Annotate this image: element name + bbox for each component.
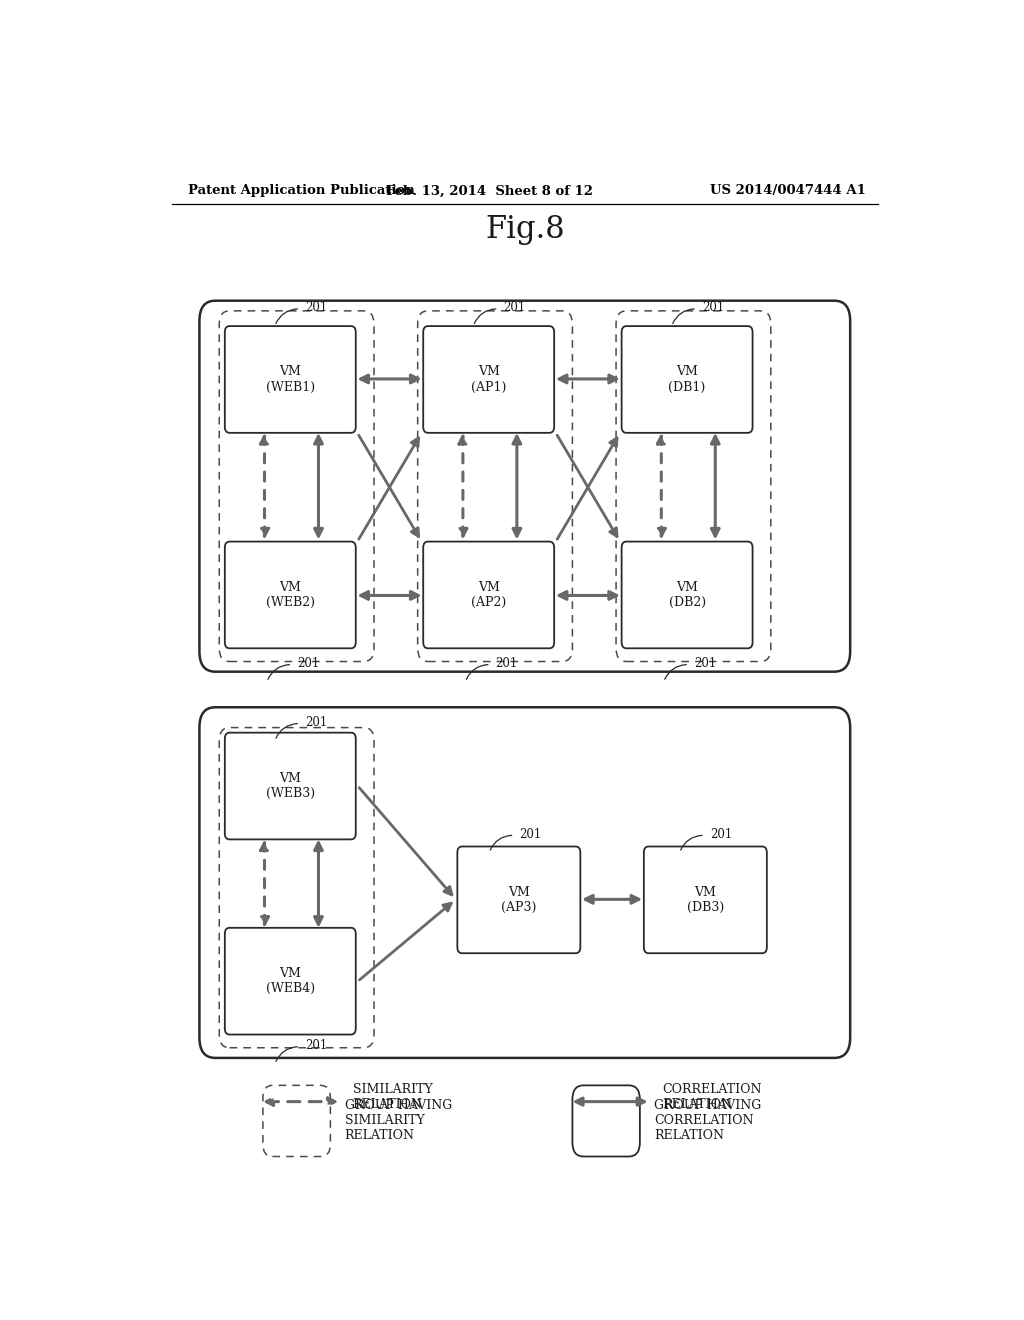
Text: GROUP HAVING
SIMILARITY
RELATION: GROUP HAVING SIMILARITY RELATION bbox=[345, 1100, 452, 1142]
FancyBboxPatch shape bbox=[225, 326, 355, 433]
Text: 201: 201 bbox=[305, 301, 328, 314]
FancyBboxPatch shape bbox=[622, 326, 753, 433]
Text: Feb. 13, 2014  Sheet 8 of 12: Feb. 13, 2014 Sheet 8 of 12 bbox=[386, 185, 593, 198]
Text: 201: 201 bbox=[519, 828, 542, 841]
Text: 201: 201 bbox=[496, 657, 518, 671]
Text: VM
(WEB1): VM (WEB1) bbox=[266, 366, 314, 393]
Text: VM
(DB1): VM (DB1) bbox=[669, 366, 706, 393]
Text: VM
(AP3): VM (AP3) bbox=[501, 886, 537, 913]
Text: 201: 201 bbox=[504, 301, 525, 314]
FancyBboxPatch shape bbox=[622, 541, 753, 648]
FancyBboxPatch shape bbox=[200, 301, 850, 672]
FancyBboxPatch shape bbox=[225, 733, 355, 840]
FancyBboxPatch shape bbox=[572, 1085, 640, 1156]
Text: 201: 201 bbox=[701, 301, 724, 314]
FancyBboxPatch shape bbox=[225, 541, 355, 648]
Text: Patent Application Publication: Patent Application Publication bbox=[187, 185, 415, 198]
Text: VM
(AP2): VM (AP2) bbox=[471, 581, 506, 609]
Text: SIMILARITY
RELATION: SIMILARITY RELATION bbox=[352, 1082, 432, 1110]
FancyBboxPatch shape bbox=[225, 928, 355, 1035]
Text: VM
(AP1): VM (AP1) bbox=[471, 366, 507, 393]
Text: VM
(WEB4): VM (WEB4) bbox=[266, 968, 314, 995]
Text: VM
(DB2): VM (DB2) bbox=[669, 581, 706, 609]
FancyBboxPatch shape bbox=[644, 846, 767, 953]
FancyBboxPatch shape bbox=[200, 708, 850, 1057]
Text: 201: 201 bbox=[710, 828, 732, 841]
Text: VM
(WEB3): VM (WEB3) bbox=[266, 772, 314, 800]
FancyBboxPatch shape bbox=[458, 846, 581, 953]
Text: 201: 201 bbox=[305, 715, 328, 729]
Text: GROUP HAVING
CORRELATION
RELATION: GROUP HAVING CORRELATION RELATION bbox=[654, 1100, 762, 1142]
Text: VM
(WEB2): VM (WEB2) bbox=[266, 581, 314, 609]
Text: 201: 201 bbox=[694, 657, 716, 671]
Text: Fig.8: Fig.8 bbox=[485, 214, 564, 246]
FancyBboxPatch shape bbox=[423, 326, 554, 433]
Text: VM
(DB3): VM (DB3) bbox=[687, 886, 724, 913]
Text: US 2014/0047444 A1: US 2014/0047444 A1 bbox=[711, 185, 866, 198]
Text: CORRELATION
RELATION: CORRELATION RELATION bbox=[663, 1082, 762, 1110]
Text: 201: 201 bbox=[305, 1039, 328, 1052]
Text: 201: 201 bbox=[297, 657, 319, 671]
FancyBboxPatch shape bbox=[423, 541, 554, 648]
